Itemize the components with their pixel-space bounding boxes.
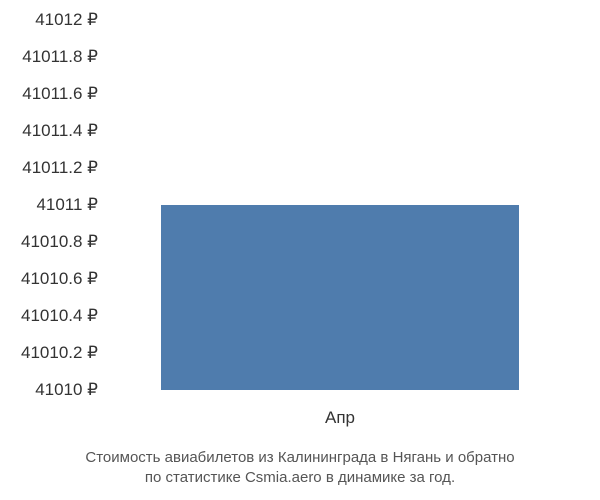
y-tick-label: 41011.6 ₽ (22, 84, 98, 104)
y-tick-label: 41010.6 ₽ (21, 269, 98, 289)
y-tick-label: 41011 ₽ (36, 195, 98, 215)
chart-caption: Стоимость авиабилетов из Калининграда в … (0, 448, 600, 489)
y-tick-label: 41010.4 ₽ (21, 306, 98, 326)
bar-chart: 41012 ₽ 41011.8 ₽ 41011.6 ₽ 41011.4 ₽ 41011.… (0, 0, 600, 500)
y-tick-label: 41010.2 ₽ (21, 343, 98, 363)
caption-line-2: по статистике Csmia.aero в динамике за г… (0, 468, 600, 488)
x-tick-label: Апр (325, 408, 355, 428)
y-tick-label: 41010.8 ₽ (21, 232, 98, 252)
caption-line-1: Стоимость авиабилетов из Калининграда в … (0, 448, 600, 468)
y-axis: 41012 ₽41011.8 ₽41011.6 ₽41011.4 ₽41011.… (0, 20, 98, 390)
y-tick-label: 41012 ₽ (35, 10, 98, 30)
plot-area (110, 20, 570, 390)
y-tick-label: 41010 ₽ (35, 380, 98, 400)
bar (161, 205, 520, 390)
y-tick-label: 41011.8 ₽ (22, 47, 98, 67)
y-tick-label: 41011.2 ₽ (22, 158, 98, 178)
y-tick-label: 41011.4 ₽ (22, 121, 98, 141)
